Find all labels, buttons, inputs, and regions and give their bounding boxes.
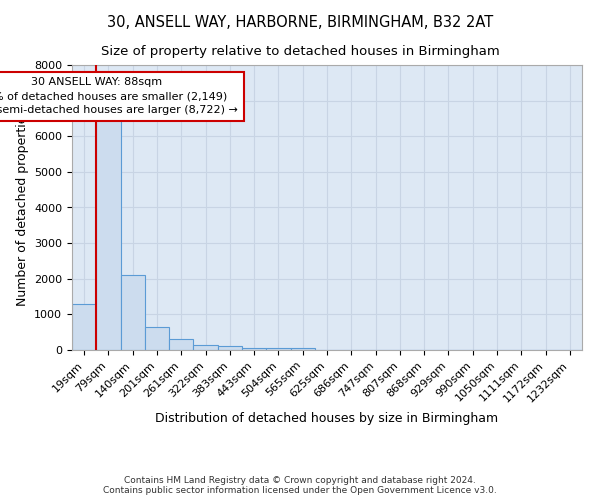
Y-axis label: Number of detached properties: Number of detached properties [16, 109, 29, 306]
Bar [218, 346, 242, 350]
Bar [290, 348, 315, 350]
Bar [72, 304, 96, 350]
Text: 30, ANSELL WAY, HARBORNE, BIRMINGHAM, B32 2AT: 30, ANSELL WAY, HARBORNE, BIRMINGHAM, B3… [107, 15, 493, 30]
Bar [145, 327, 169, 350]
Text: Contains HM Land Registry data © Crown copyright and database right 2024.
Contai: Contains HM Land Registry data © Crown c… [103, 476, 497, 495]
Bar [266, 348, 290, 350]
Bar [242, 348, 266, 350]
Bar [169, 340, 193, 350]
Bar [193, 344, 218, 350]
Bar [96, 115, 121, 350]
Text: 30 ANSELL WAY: 88sqm
← 20% of detached houses are smaller (2,149)
79% of semi-de: 30 ANSELL WAY: 88sqm ← 20% of detached h… [0, 78, 238, 116]
Bar [121, 275, 145, 350]
X-axis label: Distribution of detached houses by size in Birmingham: Distribution of detached houses by size … [155, 412, 499, 425]
Text: Size of property relative to detached houses in Birmingham: Size of property relative to detached ho… [101, 45, 499, 58]
